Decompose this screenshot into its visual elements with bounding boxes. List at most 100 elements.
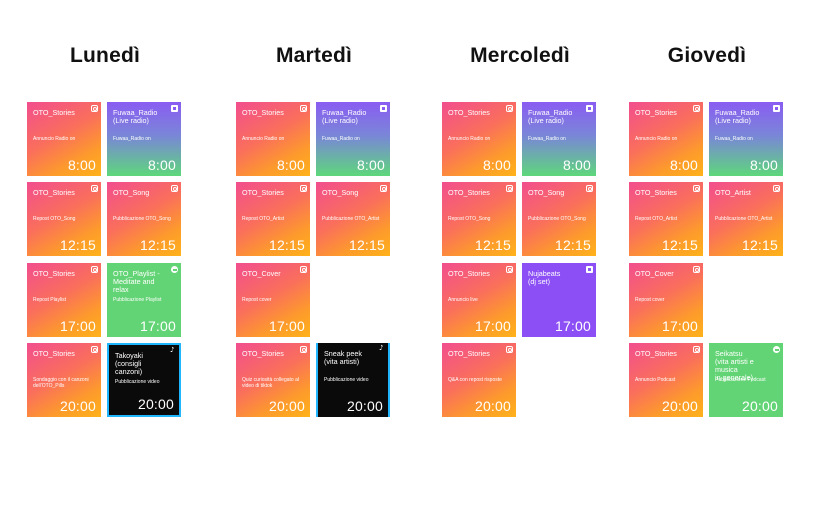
card-title: Fuwaa_Radio (Live radio) [113, 108, 158, 125]
card-subtitle: Repost OTO_Song [33, 216, 76, 222]
card-time: 20:00 [137, 396, 174, 412]
twitch-icon [171, 105, 178, 112]
card-title: Takoyaki (consigli canzoni) [115, 351, 143, 376]
card-time: 20:00 [346, 398, 383, 414]
schedule-card[interactable]: Seikatsu (vita artisti e musica in gener… [709, 343, 783, 417]
card-time: 17:00 [59, 318, 96, 334]
card-time: 8:00 [276, 157, 305, 173]
tiktok-icon [170, 346, 176, 355]
schedule-card[interactable]: OTO_Stories Annuncio Radio on 8:00 [27, 102, 101, 176]
schedule-card[interactable]: OTO_Stories Quiz curiosità collegato al … [236, 343, 310, 417]
spotify-icon [171, 266, 178, 273]
schedule-card[interactable]: OTO_Stories Annuncio Radio on 8:00 [236, 102, 310, 176]
card-title: OTO_Stories [448, 349, 490, 358]
card-time: 20:00 [268, 398, 305, 414]
card-subtitle: Repost cover [635, 297, 665, 303]
schedule-card[interactable]: OTO_Stories Repost OTO_Song 12:15 [442, 182, 516, 256]
instagram-icon [506, 346, 513, 353]
schedule-card[interactable]: Fuwaa_Radio (Live radio) Fuwaa_Radio on … [522, 102, 596, 176]
schedule-card[interactable]: OTO_Stories Annuncio Podcast 20:00 [629, 343, 703, 417]
instagram-icon [506, 185, 513, 192]
card-title: OTO_Stories [635, 349, 677, 358]
instagram-icon [693, 105, 700, 112]
schedule-card[interactable]: Sneak peek (vita artisti) Pubblicazione … [316, 343, 390, 417]
card-time: 20:00 [741, 398, 778, 414]
card-title: OTO_Stories [33, 188, 75, 197]
card-subtitle: Repost Playlist [33, 297, 67, 303]
schedule-card[interactable]: OTO_Stories Repost OTO_Song 12:15 [27, 182, 101, 256]
twitch-icon [586, 266, 593, 273]
schedule-card[interactable]: Fuwaa_Radio (Live radio) Fuwaa_Radio on … [107, 102, 181, 176]
card-title: OTO_Cover [635, 269, 674, 278]
spotify-icon [773, 346, 780, 353]
schedule-card[interactable]: OTO_Song Pubblicazione OTO_Artist 12:15 [316, 182, 390, 256]
card-subtitle: Fuwaa_Radio on [113, 136, 151, 142]
card-time: 20:00 [474, 398, 511, 414]
card-title: Fuwaa_Radio (Live radio) [322, 108, 367, 125]
schedule-card[interactable]: OTO_Stories Sondaggio con il canzoni del… [27, 343, 101, 417]
instagram-icon [773, 185, 780, 192]
card-subtitle: Repost OTO_Song [448, 216, 491, 222]
instagram-icon [171, 185, 178, 192]
twitch-icon [380, 105, 387, 112]
schedule-card[interactable]: OTO_Playlist - Meditate and relax Pubbli… [107, 263, 181, 337]
card-subtitle: Q&A con repost risposte [448, 377, 502, 383]
schedule-card[interactable]: OTO_Stories Repost OTO_Artist 12:15 [629, 182, 703, 256]
card-time: 17:00 [139, 318, 176, 334]
day-column-lunedi: Lunedì OTO_Stories Annuncio Radio on 8:0… [27, 0, 183, 506]
day-title: Mercoledì [470, 44, 570, 67]
instagram-icon [693, 185, 700, 192]
card-title: OTO_Stories [33, 108, 75, 117]
card-time: 12:15 [59, 237, 96, 253]
card-title: OTO_Stories [33, 269, 75, 278]
card-title: Fuwaa_Radio (Live radio) [528, 108, 573, 125]
schedule-card[interactable]: OTO_Stories Annuncio Radio on 8:00 [442, 102, 516, 176]
card-subtitle: Annuncio Radio on [635, 136, 678, 142]
schedule-card[interactable]: OTO_Stories Annuncio live 17:00 [442, 263, 516, 337]
instagram-icon [91, 185, 98, 192]
card-time: 12:15 [348, 237, 385, 253]
card-subtitle: Annuncio Radio on [448, 136, 491, 142]
schedule-card[interactable]: OTO_Stories Q&A con repost risposte 20:0… [442, 343, 516, 417]
card-time: 12:15 [661, 237, 698, 253]
card-subtitle: Repost cover [242, 297, 272, 303]
day-title: Lunedì [69, 44, 141, 67]
instagram-icon [91, 105, 98, 112]
schedule-card[interactable]: OTO_Cover Repost cover 17:00 [629, 263, 703, 337]
card-subtitle: Sondaggio con il canzoni dell'OTO_Pills [33, 377, 89, 389]
instagram-icon [300, 266, 307, 273]
card-title: Nujabeats (dj set) [528, 269, 561, 286]
card-subtitle: Pubblicazione OTO_Song [528, 216, 586, 222]
card-subtitle: Fuwaa_Radio on [322, 136, 360, 142]
schedule-card[interactable]: OTO_Song Pubblicazione OTO_Song 12:15 [107, 182, 181, 256]
schedule-card[interactable]: OTO_Stories Annuncio Radio on 8:00 [629, 102, 703, 176]
card-subtitle: Fuwaa_Radio on [528, 136, 566, 142]
schedule-card[interactable]: Fuwaa_Radio (Live radio) Fuwaa_Radio on … [316, 102, 390, 176]
card-title: OTO_Stories [33, 349, 75, 358]
schedule-card[interactable]: OTO_Song Pubblicazione OTO_Song 12:15 [522, 182, 596, 256]
schedule-card[interactable]: Fuwaa_Radio (Live radio) Fuwaa_Radio on … [709, 102, 783, 176]
schedule-card[interactable]: Nujabeats (dj set) 17:00 [522, 263, 596, 337]
card-title: Seikatsu (vita artisti e musica in gener… [715, 349, 754, 382]
day-column-mercoledi: Mercoledì OTO_Stories Annuncio Radio on … [442, 0, 598, 506]
schedule-card[interactable]: OTO_Stories Repost Playlist 17:00 [27, 263, 101, 337]
card-time: 8:00 [669, 157, 698, 173]
card-subtitle: Pubblicazione OTO_Artist [322, 216, 380, 222]
schedule-card[interactable]: Takoyaki (consigli canzoni) Pubblicazion… [107, 343, 181, 417]
schedule-card[interactable]: OTO_Cover Repost cover 17:00 [236, 263, 310, 337]
card-time: 8:00 [147, 157, 176, 173]
card-title: OTO_Artist [715, 188, 751, 197]
card-subtitle: Pubblicazione Podcast [715, 377, 766, 383]
card-subtitle: Annuncio live [448, 297, 478, 303]
card-subtitle: Annuncio Radio on [33, 136, 76, 142]
card-title: OTO_Stories [635, 188, 677, 197]
card-time: 8:00 [749, 157, 778, 173]
schedule-card[interactable]: OTO_Artist Pubblicazione OTO_Artist 12:1… [709, 182, 783, 256]
card-time: 8:00 [482, 157, 511, 173]
card-time: 8:00 [67, 157, 96, 173]
card-title: Sneak peek (vita artisti) [324, 349, 362, 366]
schedule-card[interactable]: OTO_Stories Repost OTO_Artist 12:15 [236, 182, 310, 256]
card-time: 12:15 [554, 237, 591, 253]
card-title: OTO_Song [528, 188, 565, 197]
day-title: Martedì [275, 44, 353, 67]
